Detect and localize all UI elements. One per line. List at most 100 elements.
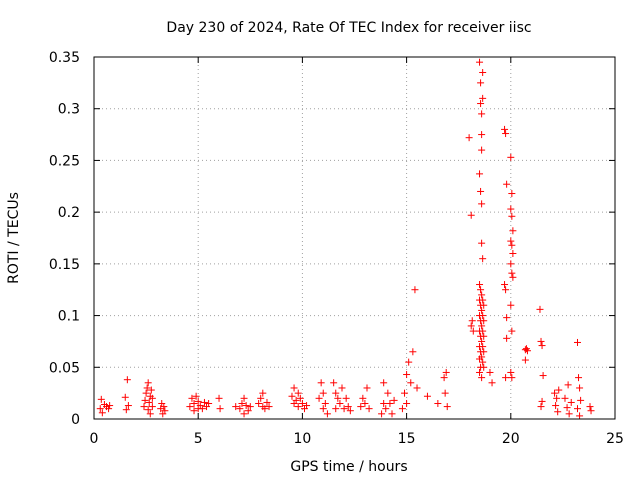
data-point-marker <box>236 405 244 413</box>
data-point-marker <box>501 125 509 133</box>
data-point-marker <box>479 327 487 335</box>
y-tick-label: 0.1 <box>58 309 80 325</box>
data-point-marker <box>148 403 156 411</box>
data-point-marker <box>294 389 302 397</box>
data-point-marker <box>255 399 263 407</box>
chart-title: Day 230 of 2024, Rate Of TEC Index for r… <box>166 20 531 36</box>
data-point-marker <box>587 407 595 415</box>
data-point-marker <box>478 131 486 139</box>
data-point-marker <box>144 379 152 387</box>
data-point-marker <box>259 389 267 397</box>
data-point-marker <box>552 402 560 410</box>
tick-labels: 0 5 10 15 20 25 0 0.05 0.1 0.15 0.2 0.25 0.3 0.35 <box>49 50 624 447</box>
data-point-marker <box>567 398 575 406</box>
x-tick-label: 25 <box>606 431 624 447</box>
data-point-marker <box>242 402 250 410</box>
data-point-marker <box>476 368 484 376</box>
data-point-marker <box>508 327 516 335</box>
data-point-marker <box>507 153 515 161</box>
data-point-marker <box>479 69 487 77</box>
data-point-marker <box>97 395 105 403</box>
data-point-marker <box>186 403 194 411</box>
data-point-marker <box>480 348 488 356</box>
data-point-marker <box>480 301 488 309</box>
y-tick-label: 0.35 <box>49 50 80 66</box>
data-point-marker <box>296 394 304 402</box>
data-point-marker <box>315 394 323 402</box>
data-point-marker <box>480 317 488 325</box>
data-point-marker <box>96 405 104 413</box>
data-point-marker <box>440 374 448 382</box>
data-point-marker <box>465 134 473 142</box>
data-point-marker <box>502 286 510 294</box>
x-tick-label: 5 <box>194 431 203 447</box>
x-tick-label: 20 <box>502 431 520 447</box>
data-point-marker <box>478 322 486 330</box>
data-point-marker <box>476 58 484 66</box>
data-point-marker <box>363 384 371 392</box>
x-tick-label: 15 <box>398 431 416 447</box>
data-point-marker <box>403 399 411 407</box>
data-point-marker <box>508 241 516 249</box>
data-point-marker <box>507 260 515 268</box>
data-point-marker <box>508 190 516 198</box>
data-point-marker <box>509 273 517 281</box>
data-point-marker <box>413 384 421 392</box>
data-point-marker <box>502 130 510 138</box>
data-point-marker <box>244 407 252 415</box>
data-point-marker <box>508 212 516 220</box>
data-point-marker <box>441 389 449 397</box>
data-point-marker <box>365 405 373 413</box>
x-tick-label: 10 <box>293 431 311 447</box>
data-point-marker <box>443 403 451 411</box>
data-point-marker <box>469 327 477 335</box>
data-point-marker <box>561 394 569 402</box>
data-point-marker <box>507 205 515 213</box>
data-point-marker <box>563 404 571 412</box>
data-point-marker <box>334 394 342 402</box>
data-point-marker <box>205 399 213 407</box>
data-point-marker <box>476 281 484 289</box>
data-point-marker <box>261 405 269 413</box>
data-point-marker <box>378 410 386 418</box>
data-point-marker <box>576 384 584 392</box>
plot-frame <box>93 56 616 420</box>
data-point-marker <box>468 317 476 325</box>
data-point-marker <box>188 394 196 402</box>
data-point-marker <box>160 403 168 411</box>
data-point-marker <box>317 379 325 387</box>
data-point-marker <box>386 399 394 407</box>
data-point-marker <box>537 337 545 345</box>
data-point-marker <box>477 100 485 108</box>
data-point-marker <box>147 386 155 394</box>
data-point-marker <box>576 412 584 420</box>
data-point-marker <box>294 403 302 411</box>
data-point-marker <box>232 403 240 411</box>
data-point-marker <box>480 363 488 371</box>
data-point-marker <box>106 402 114 410</box>
data-point-marker <box>477 187 485 195</box>
data-point-marker <box>361 399 369 407</box>
data-point-marker <box>479 312 487 320</box>
data-point-marker <box>477 286 485 294</box>
data-point-marker <box>503 180 511 188</box>
data-point-marker <box>488 379 496 387</box>
data-point-marker <box>564 381 572 389</box>
y-tick-label: 0.25 <box>49 153 80 169</box>
data-point-marker <box>321 399 329 407</box>
data-point-marker <box>565 410 573 418</box>
data-point-marker <box>384 389 392 397</box>
data-point-marker <box>554 408 562 416</box>
data-point-marker <box>477 79 485 87</box>
data-point-marker <box>501 281 509 289</box>
data-point-marker <box>537 403 545 411</box>
data-point-marker <box>145 398 153 406</box>
data-point-marker <box>216 405 224 413</box>
data-point-marker <box>573 405 581 413</box>
data-point-marker <box>161 407 169 415</box>
data-point-marker <box>509 250 517 258</box>
data-point-marker <box>194 397 202 405</box>
data-point-marker <box>479 255 487 263</box>
data-point-marker <box>143 384 151 392</box>
